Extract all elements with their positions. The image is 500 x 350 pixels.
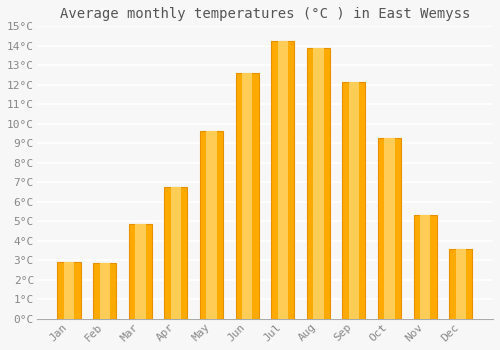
Bar [128,224,152,319]
Bar [236,73,258,319]
Bar [414,215,436,319]
Bar [164,187,188,319]
Bar [306,48,330,319]
Bar [278,41,288,319]
Bar [349,82,359,319]
Bar [58,262,80,319]
Bar [135,224,145,319]
Title: Average monthly temperatures (°C ) in East Wemyss: Average monthly temperatures (°C ) in Ea… [60,7,470,21]
Bar [313,48,324,319]
Bar [420,215,430,319]
Bar [456,248,466,319]
Bar [64,262,74,319]
Bar [242,73,252,319]
Bar [342,82,365,319]
Bar [449,248,472,319]
Bar [171,187,181,319]
Bar [100,263,110,319]
Bar [384,139,395,319]
Bar [206,131,217,319]
Bar [271,41,294,319]
Bar [200,131,223,319]
Bar [378,139,401,319]
Bar [93,263,116,319]
